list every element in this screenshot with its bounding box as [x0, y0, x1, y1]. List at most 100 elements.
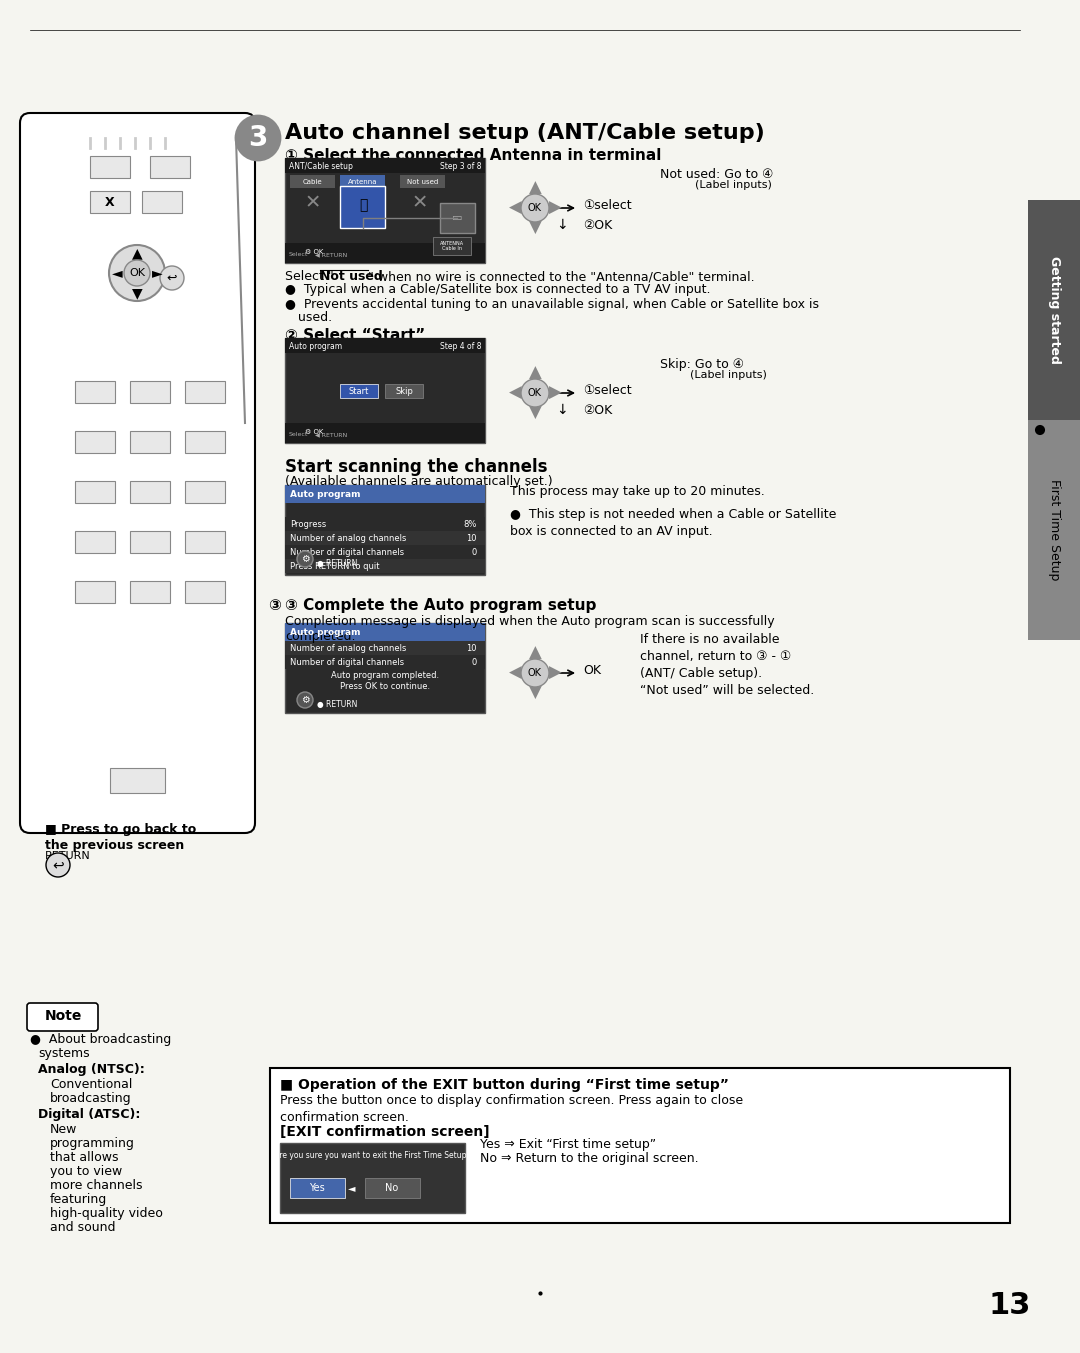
FancyBboxPatch shape: [75, 382, 114, 403]
FancyBboxPatch shape: [285, 158, 485, 173]
FancyBboxPatch shape: [384, 384, 423, 398]
Text: (Label inputs): (Label inputs): [696, 180, 772, 189]
FancyBboxPatch shape: [440, 203, 475, 233]
Text: Select: Select: [289, 432, 309, 437]
Text: OK: OK: [129, 268, 145, 277]
Text: ◀ RETURN: ◀ RETURN: [315, 432, 348, 437]
Text: Progress: Progress: [291, 520, 326, 529]
FancyBboxPatch shape: [285, 338, 485, 442]
Text: Skip: Skip: [395, 387, 413, 395]
Text: Skip: Go to ④: Skip: Go to ④: [660, 359, 744, 371]
Text: ⚙ OK: ⚙ OK: [305, 429, 323, 436]
Text: Number of analog channels: Number of analog channels: [291, 644, 406, 652]
Text: ② Select “Start”: ② Select “Start”: [285, 327, 426, 344]
FancyBboxPatch shape: [90, 156, 130, 179]
Text: ▼: ▼: [132, 285, 143, 300]
FancyBboxPatch shape: [21, 114, 255, 833]
Text: Number of digital channels: Number of digital channels: [291, 658, 404, 667]
FancyBboxPatch shape: [400, 175, 445, 188]
Text: featuring: featuring: [50, 1193, 107, 1206]
Text: ●  Typical when a Cable/Satellite box is connected to a TV AV input.: ● Typical when a Cable/Satellite box is …: [285, 283, 711, 296]
Text: This process may take up to 20 minutes.: This process may take up to 20 minutes.: [510, 484, 765, 498]
Text: Auto program: Auto program: [291, 628, 361, 636]
Text: 📡: 📡: [359, 198, 367, 212]
Text: Start scanning the channels: Start scanning the channels: [285, 459, 548, 476]
Text: you to view: you to view: [50, 1165, 122, 1178]
Text: Select: Select: [289, 252, 309, 257]
Text: OK: OK: [528, 388, 542, 398]
FancyBboxPatch shape: [340, 185, 384, 229]
Text: ● RETURN: ● RETURN: [318, 700, 357, 709]
Text: ↩: ↩: [52, 858, 64, 871]
Text: X: X: [105, 195, 114, 208]
FancyBboxPatch shape: [75, 530, 114, 553]
FancyBboxPatch shape: [285, 338, 485, 353]
Circle shape: [109, 245, 165, 300]
Text: Select ": Select ": [285, 271, 334, 283]
Text: ▶: ▶: [549, 199, 562, 216]
Text: ■ Operation of the EXIT button during “First time setup”: ■ Operation of the EXIT button during “F…: [280, 1078, 729, 1092]
Text: ◄: ◄: [348, 1183, 355, 1193]
FancyBboxPatch shape: [185, 482, 225, 503]
Text: OK: OK: [528, 203, 542, 212]
Circle shape: [297, 691, 313, 708]
Text: 8%: 8%: [463, 520, 477, 529]
FancyBboxPatch shape: [150, 156, 190, 179]
FancyBboxPatch shape: [141, 191, 183, 212]
FancyBboxPatch shape: [285, 559, 485, 574]
Text: ◄: ◄: [111, 267, 122, 280]
FancyBboxPatch shape: [1028, 200, 1080, 419]
FancyBboxPatch shape: [270, 1068, 1010, 1223]
Text: ↓: ↓: [556, 403, 568, 417]
Text: Start: Start: [349, 387, 369, 395]
Text: Press RETURN to quit: Press RETURN to quit: [291, 561, 379, 571]
FancyBboxPatch shape: [185, 530, 225, 553]
Circle shape: [297, 551, 313, 567]
Text: ③ Complete the Auto program setup: ③ Complete the Auto program setup: [285, 598, 596, 613]
Text: ● RETURN: ● RETURN: [318, 559, 357, 567]
Text: (Available channels are automatically set.): (Available channels are automatically se…: [285, 475, 553, 488]
FancyBboxPatch shape: [285, 641, 485, 655]
Circle shape: [521, 659, 549, 687]
Text: First Time Setup: First Time Setup: [1048, 479, 1061, 580]
Text: ►: ►: [151, 267, 162, 280]
Text: ②OK: ②OK: [583, 403, 612, 417]
Text: Yes: Yes: [309, 1183, 325, 1193]
FancyBboxPatch shape: [130, 482, 170, 503]
Text: ANT/Cable setup: ANT/Cable setup: [289, 162, 353, 170]
Text: ▲: ▲: [132, 246, 143, 260]
Text: Analog (NTSC):: Analog (NTSC):: [38, 1063, 145, 1076]
Text: ●  Prevents accidental tuning to an unavailable signal, when Cable or Satellite : ● Prevents accidental tuning to an unava…: [285, 298, 819, 311]
FancyBboxPatch shape: [130, 530, 170, 553]
Text: Are you sure you want to exit the First Time Setup?: Are you sure you want to exit the First …: [273, 1150, 470, 1160]
FancyBboxPatch shape: [110, 769, 165, 793]
Text: ▼: ▼: [528, 219, 541, 237]
Text: ②OK: ②OK: [583, 218, 612, 231]
Text: ①select: ①select: [583, 383, 632, 396]
Text: ▲: ▲: [528, 644, 541, 662]
Text: ▭: ▭: [451, 212, 462, 223]
FancyBboxPatch shape: [75, 482, 114, 503]
Text: If there is no available
channel, return to ③ - ①
(ANT/ Cable setup).
“Not used”: If there is no available channel, return…: [640, 633, 814, 697]
Text: (Label inputs): (Label inputs): [690, 369, 767, 380]
Text: ▲: ▲: [528, 364, 541, 382]
FancyBboxPatch shape: [130, 382, 170, 403]
Text: ●  About broadcasting: ● About broadcasting: [30, 1032, 172, 1046]
Text: Press the button once to display confirmation screen. Press again to close
confi: Press the button once to display confirm…: [280, 1095, 743, 1124]
FancyBboxPatch shape: [185, 432, 225, 453]
Text: Number of digital channels: Number of digital channels: [291, 548, 404, 556]
Text: ⚙: ⚙: [300, 695, 309, 705]
FancyBboxPatch shape: [75, 580, 114, 603]
Text: ▼: ▼: [528, 685, 541, 702]
Text: ⚙ OK: ⚙ OK: [305, 249, 323, 254]
FancyBboxPatch shape: [285, 484, 485, 575]
Text: Not used: Go to ④: Not used: Go to ④: [660, 168, 773, 181]
Text: [EXIT confirmation screen]: [EXIT confirmation screen]: [280, 1124, 489, 1139]
Text: Note: Note: [44, 1009, 82, 1023]
Text: 10: 10: [467, 644, 477, 652]
Text: Completion message is displayed when the Auto program scan is successfully
compl: Completion message is displayed when the…: [285, 616, 774, 643]
Text: Antenna: Antenna: [348, 179, 377, 184]
FancyBboxPatch shape: [285, 517, 485, 530]
Text: ↩: ↩: [166, 272, 177, 284]
Text: ●  This step is not needed when a Cable or Satellite
box is connected to an AV i: ● This step is not needed when a Cable o…: [510, 507, 836, 538]
